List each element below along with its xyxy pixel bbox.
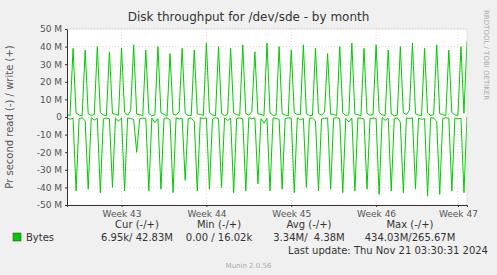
stats-value: 434.03M/265.67M [365, 232, 456, 243]
side-text: RRDTOOL / TOBI OETIKER [482, 10, 490, 100]
frame-top [67, 29, 467, 30]
y-tick-mark [65, 99, 67, 100]
stats-header: Avg (-/+) [287, 219, 332, 230]
y-tick-mark [65, 117, 67, 118]
y-tick: 30 M [40, 60, 67, 70]
x-tick-mark [376, 205, 377, 207]
stats-value: 0.00 / 16.02k [186, 232, 253, 243]
series-line [67, 42, 467, 116]
x-tick-mark [458, 205, 459, 207]
x-tick-label: Week 47 [439, 209, 478, 219]
y-tick-label: -40 M [37, 183, 62, 193]
grid [67, 29, 467, 205]
stats-value: 6.95k/ 42.83M [101, 232, 173, 243]
y-axis-title: Pr second read (-) / write (+) [4, 45, 15, 188]
chart-container: -50 M -40 M -30 M -20 M -10 M 0 10 M 20 M 30 M 40… [0, 0, 497, 275]
stats-header: Cur (-/+) [115, 219, 159, 230]
y-tick-label: -30 M [37, 165, 62, 175]
x-axis-line [68, 206, 468, 208]
legend: Bytes [13, 232, 54, 243]
x-tick: Week 47 [439, 205, 478, 219]
grid-line-y [67, 187, 467, 188]
y-tick-mark [65, 170, 67, 171]
x-tick-label: Week 45 [272, 209, 311, 219]
frame-right [467, 29, 468, 205]
plot-area [67, 42, 467, 197]
y-tick-mark [65, 187, 67, 188]
grid-line-x [457, 29, 458, 205]
y-tick-label: 40 M [40, 42, 62, 52]
legend-swatch [13, 233, 21, 241]
grid-line-y [67, 117, 467, 118]
x-tick: Week 43 [103, 205, 142, 219]
y-tick: -20 M [37, 148, 67, 158]
grid-line-y [67, 169, 467, 170]
y-tick-mark [65, 64, 67, 65]
last-update: Last update: Thu Nov 21 03:30:31 2024 [288, 245, 488, 256]
y-tick-mark [65, 47, 67, 48]
title: Disk throughput for /dev/sde - by month [128, 10, 370, 24]
y-tick-label: 20 M [40, 77, 62, 87]
y-tick-label: 50 M [40, 24, 62, 34]
series-line [67, 117, 467, 196]
y-tick: 50 M [40, 24, 67, 34]
background [0, 0, 497, 275]
footer: Munin 2.0.56 [226, 262, 272, 270]
stats-header: Min (-/+) [197, 219, 241, 230]
stats-header: Max (-/+) [386, 219, 433, 230]
grid-line-y [67, 29, 467, 30]
y-tick: -30 M [37, 165, 67, 175]
y-tick-label: -50 M [37, 200, 62, 210]
x-tick-mark [291, 205, 292, 207]
y-tick-label: 30 M [40, 60, 62, 70]
y-tick: 10 M [40, 95, 67, 105]
chart-svg: -50 M -40 M -30 M -20 M -10 M 0 10 M 20 M 30 M 40… [0, 0, 497, 275]
x-tick-mark [122, 205, 123, 207]
x-tick: Week 46 [357, 205, 396, 219]
x-tick-mark [206, 205, 207, 207]
y-tick: -50 M [37, 200, 67, 210]
y-tick-mark [65, 152, 67, 153]
y-tick-label: -10 M [37, 130, 62, 140]
y-tick: -10 M [37, 130, 67, 140]
y-tick-label: 0 [56, 112, 62, 122]
y-tick-mark [65, 205, 67, 206]
grid-line-y [67, 152, 467, 153]
x-tick-label: Week 43 [103, 209, 142, 219]
x-tick: Week 44 [187, 205, 226, 219]
y-tick-mark [65, 82, 67, 83]
y-axis: -50 M -40 M -30 M -20 M -10 M 0 10 M 20 M 30 M 40… [37, 24, 68, 210]
stats-value: 3.34M/ 4.38M [273, 232, 345, 243]
grid-line-y [67, 64, 467, 65]
x-tick-label: Week 44 [187, 209, 226, 219]
y-tick: 40 M [40, 42, 67, 52]
plot-background [67, 29, 467, 205]
y-tick: 0 [56, 112, 67, 122]
y-tick: -40 M [37, 183, 67, 193]
y-tick-label: -20 M [37, 148, 62, 158]
y-tick-label: 10 M [40, 95, 62, 105]
y-tick-mark [65, 29, 67, 30]
grid-line-y [67, 99, 467, 100]
y-axis-line [65, 30, 68, 206]
y-tick: 20 M [40, 77, 67, 87]
y-tick-mark [65, 135, 67, 136]
x-tick: Week 45 [272, 205, 311, 219]
legend-label: Bytes [26, 232, 54, 243]
grid-line-y [67, 81, 467, 82]
x-tick-label: Week 46 [357, 209, 396, 219]
x-axis: Week 43 Week 44 Week 45 Week 46 Week 47 [68, 205, 478, 219]
